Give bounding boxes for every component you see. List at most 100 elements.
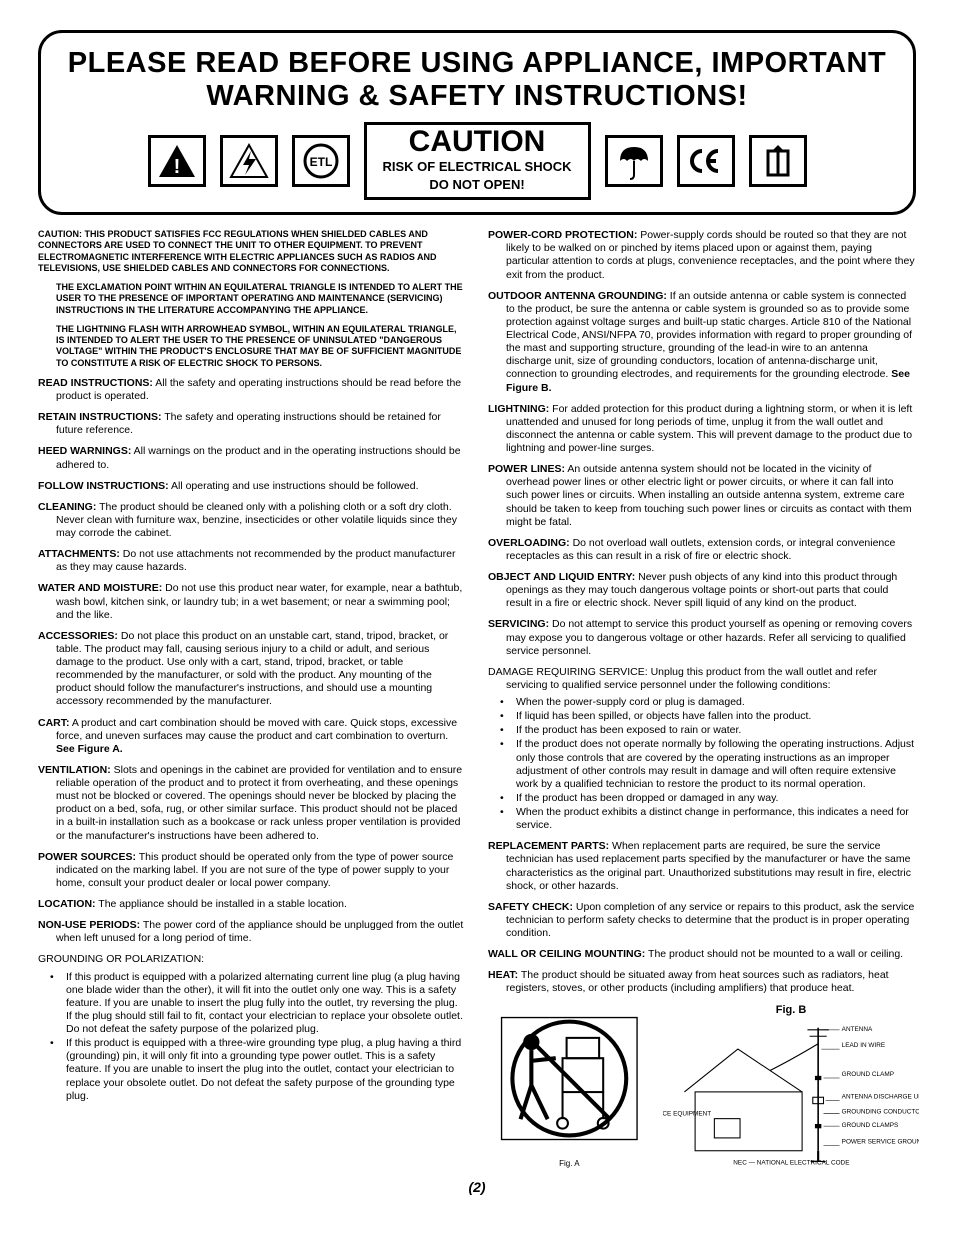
figures-row: Fig. A Fig. B <box>488 1004 916 1172</box>
svg-text:ETL: ETL <box>309 155 332 169</box>
bullet-item: If the product does not operate normally… <box>506 738 916 791</box>
instruction-item: POWER LINES: An outside antenna system s… <box>488 463 916 529</box>
svg-text:POWER SERVICE GROUNDING ELECTR: POWER SERVICE GROUNDING ELECTRODE SYSTEM… <box>841 1139 919 1146</box>
grounding-header: GROUNDING OR POLARIZATION: <box>38 953 466 966</box>
instruction-label: READ INSTRUCTIONS: <box>38 377 153 389</box>
ce-mark-icon <box>677 135 735 187</box>
instruction-label: RETAIN INSTRUCTIONS: <box>38 411 161 423</box>
instruction-item: ACCESSORIES: Do not place this product o… <box>38 630 466 709</box>
content-columns: CAUTION: THIS PRODUCT SATISFIES FCC REGU… <box>38 229 916 1171</box>
svg-text:!: ! <box>173 156 180 178</box>
instruction-text: If an outside antenna or cable system is… <box>506 290 912 381</box>
figure-a: Fig. A <box>488 1004 651 1169</box>
instruction-item: VENTILATION: Slots and openings in the c… <box>38 764 466 843</box>
svg-text:ANTENNA: ANTENNA <box>841 1026 872 1033</box>
instruction-label: ATTACHMENTS: <box>38 548 120 560</box>
top-caution-2: THE EXCLAMATION POINT WITHIN AN EQUILATE… <box>56 282 466 316</box>
bullet-item: When the power-supply cord or plug is da… <box>506 696 916 709</box>
instruction-label: SAFETY CHECK: <box>488 901 573 913</box>
instruction-label: HEED WARNINGS: <box>38 445 131 457</box>
fig-b-title: Fig. B <box>663 1004 920 1018</box>
top-caution-1: CAUTION: THIS PRODUCT SATISFIES FCC REGU… <box>38 229 437 273</box>
instruction-label: VENTILATION: <box>38 764 111 776</box>
instruction-label: ACCESSORIES: <box>38 630 118 642</box>
instruction-item: CART: A product and cart combination sho… <box>38 717 466 756</box>
instruction-label: REPLACEMENT PARTS: <box>488 840 609 852</box>
instruction-label: OVERLOADING: <box>488 537 570 549</box>
grounding-bullets: If this product is equipped with a polar… <box>38 971 466 1103</box>
bullet-item: If this product is equipped with a three… <box>56 1037 466 1103</box>
caution-title: CAUTION <box>383 127 572 157</box>
instruction-item: OBJECT AND LIQUID ENTRY: Never push obje… <box>488 571 916 610</box>
instruction-item: POWER-CORD PROTECTION: Power-supply cord… <box>488 229 916 282</box>
instruction-label: POWER SOURCES: <box>38 851 136 863</box>
instruction-label: POWER-CORD PROTECTION: <box>488 229 637 241</box>
instruction-item: SERVICING: Do not attempt to service thi… <box>488 618 916 657</box>
instruction-text: A product and cart combination should be… <box>56 717 457 742</box>
svg-text:GROUND CLAMP: GROUND CLAMP <box>841 1071 893 1078</box>
damage-bullets: When the power-supply cord or plug is da… <box>488 696 916 832</box>
top-caution-block: CAUTION: THIS PRODUCT SATISFIES FCC REGU… <box>38 229 466 369</box>
instruction-item: POWER SOURCES: This product should be op… <box>38 851 466 890</box>
instruction-text: For added protection for this product du… <box>506 403 912 454</box>
instruction-label: NON-USE PERIODS: <box>38 919 140 931</box>
instruction-item: ATTACHMENTS: Do not use attachments not … <box>38 548 466 574</box>
fig-a-caption: Fig. A <box>488 1159 651 1169</box>
instruction-item: WALL OR CEILING MOUNTING: The product sh… <box>488 948 916 961</box>
instruction-label: LOCATION: <box>38 898 96 910</box>
lightning-triangle-icon <box>220 135 278 187</box>
icon-row: ! ETL CAUTION RISK OF ELECTRICAL SHOCK D… <box>51 122 903 201</box>
top-caution-3: THE LIGHTNING FLASH WITH ARROWHEAD SYMBO… <box>56 324 466 369</box>
instruction-label: CART: <box>38 717 70 729</box>
instruction-item: OVERLOADING: Do not overload wall outlet… <box>488 537 916 563</box>
caution-sub1: RISK OF ELECTRICAL SHOCK <box>383 159 572 175</box>
damage-header: DAMAGE REQUIRING SERVICE: Unplug this pr… <box>488 666 916 692</box>
bullet-item: If this product is equipped with a polar… <box>56 971 466 1037</box>
instruction-label: HEAT: <box>488 969 518 981</box>
instruction-text: The product should be situated away from… <box>506 969 889 994</box>
instruction-item: REPLACEMENT PARTS: When replacement part… <box>488 840 916 893</box>
figure-b: Fig. B <box>663 1004 920 1172</box>
svg-text:GROUND CLAMPS: GROUND CLAMPS <box>841 1123 898 1130</box>
read-manual-icon <box>749 135 807 187</box>
svg-text:ANTENNA DISCHARGE UNIT (NEC SE: ANTENNA DISCHARGE UNIT (NEC SECTION 810-… <box>841 1094 919 1101</box>
etl-listed-icon: ETL <box>292 135 350 187</box>
umbrella-icon <box>605 135 663 187</box>
instruction-label: WALL OR CEILING MOUNTING: <box>488 948 645 960</box>
instruction-label: WATER AND MOISTURE: <box>38 582 162 594</box>
instruction-text: Slots and openings in the cabinet are pr… <box>56 764 462 842</box>
page-number: (2) <box>38 1179 916 1195</box>
instruction-label: LIGHTNING: <box>488 403 549 415</box>
caution-sub2: DO NOT OPEN! <box>383 177 572 193</box>
bullet-item: If the product has been exposed to rain … <box>506 724 916 737</box>
instruction-label: OBJECT AND LIQUID ENTRY: <box>488 571 635 583</box>
instruction-item: HEED WARNINGS: All warnings on the produ… <box>38 445 466 471</box>
instruction-item: SAFETY CHECK: Upon completion of any ser… <box>488 901 916 940</box>
left-column: CAUTION: THIS PRODUCT SATISFIES FCC REGU… <box>38 229 466 1171</box>
bullet-item: When the product exhibits a distinct cha… <box>506 806 916 832</box>
instruction-item: CLEANING: The product should be cleaned … <box>38 501 466 540</box>
instruction-item: RETAIN INSTRUCTIONS: The safety and oper… <box>38 411 466 437</box>
exclamation-triangle-icon: ! <box>148 135 206 187</box>
instruction-text: All operating and use instructions shoul… <box>169 480 419 492</box>
instruction-label: POWER LINES: <box>488 463 565 475</box>
instruction-item: LOCATION: The appliance should be instal… <box>38 898 466 911</box>
instruction-item: READ INSTRUCTIONS: All the safety and op… <box>38 377 466 403</box>
svg-text:GROUNDING CONDUCTORS (NEC SECT: GROUNDING CONDUCTORS (NEC SECTION 810-21… <box>841 1109 919 1116</box>
instruction-label: SERVICING: <box>488 618 549 630</box>
bullet-item: If the product has been dropped or damag… <box>506 792 916 805</box>
instruction-text: The appliance should be installed in a s… <box>96 898 347 910</box>
instruction-label: OUTDOOR ANTENNA GROUNDING: <box>488 290 667 302</box>
instruction-item: WATER AND MOISTURE: Do not use this prod… <box>38 582 466 621</box>
bullet-item: If liquid has been spilled, or objects h… <box>506 710 916 723</box>
right-column: POWER-CORD PROTECTION: Power-supply cord… <box>488 229 916 1171</box>
header-warning-box: PLEASE READ BEFORE USING APPLIANCE, IMPO… <box>38 30 916 215</box>
instruction-text: The product should be cleaned only with … <box>56 501 457 539</box>
svg-text:ELECTRIC SERVICE EQUIPMENT: ELECTRIC SERVICE EQUIPMENT <box>663 1111 711 1118</box>
svg-text:NEC — NATIONAL ELECTRICAL CODE: NEC — NATIONAL ELECTRICAL CODE <box>733 1160 849 1167</box>
instruction-label: FOLLOW INSTRUCTIONS: <box>38 480 169 492</box>
caution-box: CAUTION RISK OF ELECTRICAL SHOCK DO NOT … <box>364 122 591 201</box>
svg-text:LEAD IN WIRE: LEAD IN WIRE <box>841 1042 884 1049</box>
instruction-item: NON-USE PERIODS: The power cord of the a… <box>38 919 466 945</box>
instruction-item: FOLLOW INSTRUCTIONS: All operating and u… <box>38 480 466 493</box>
